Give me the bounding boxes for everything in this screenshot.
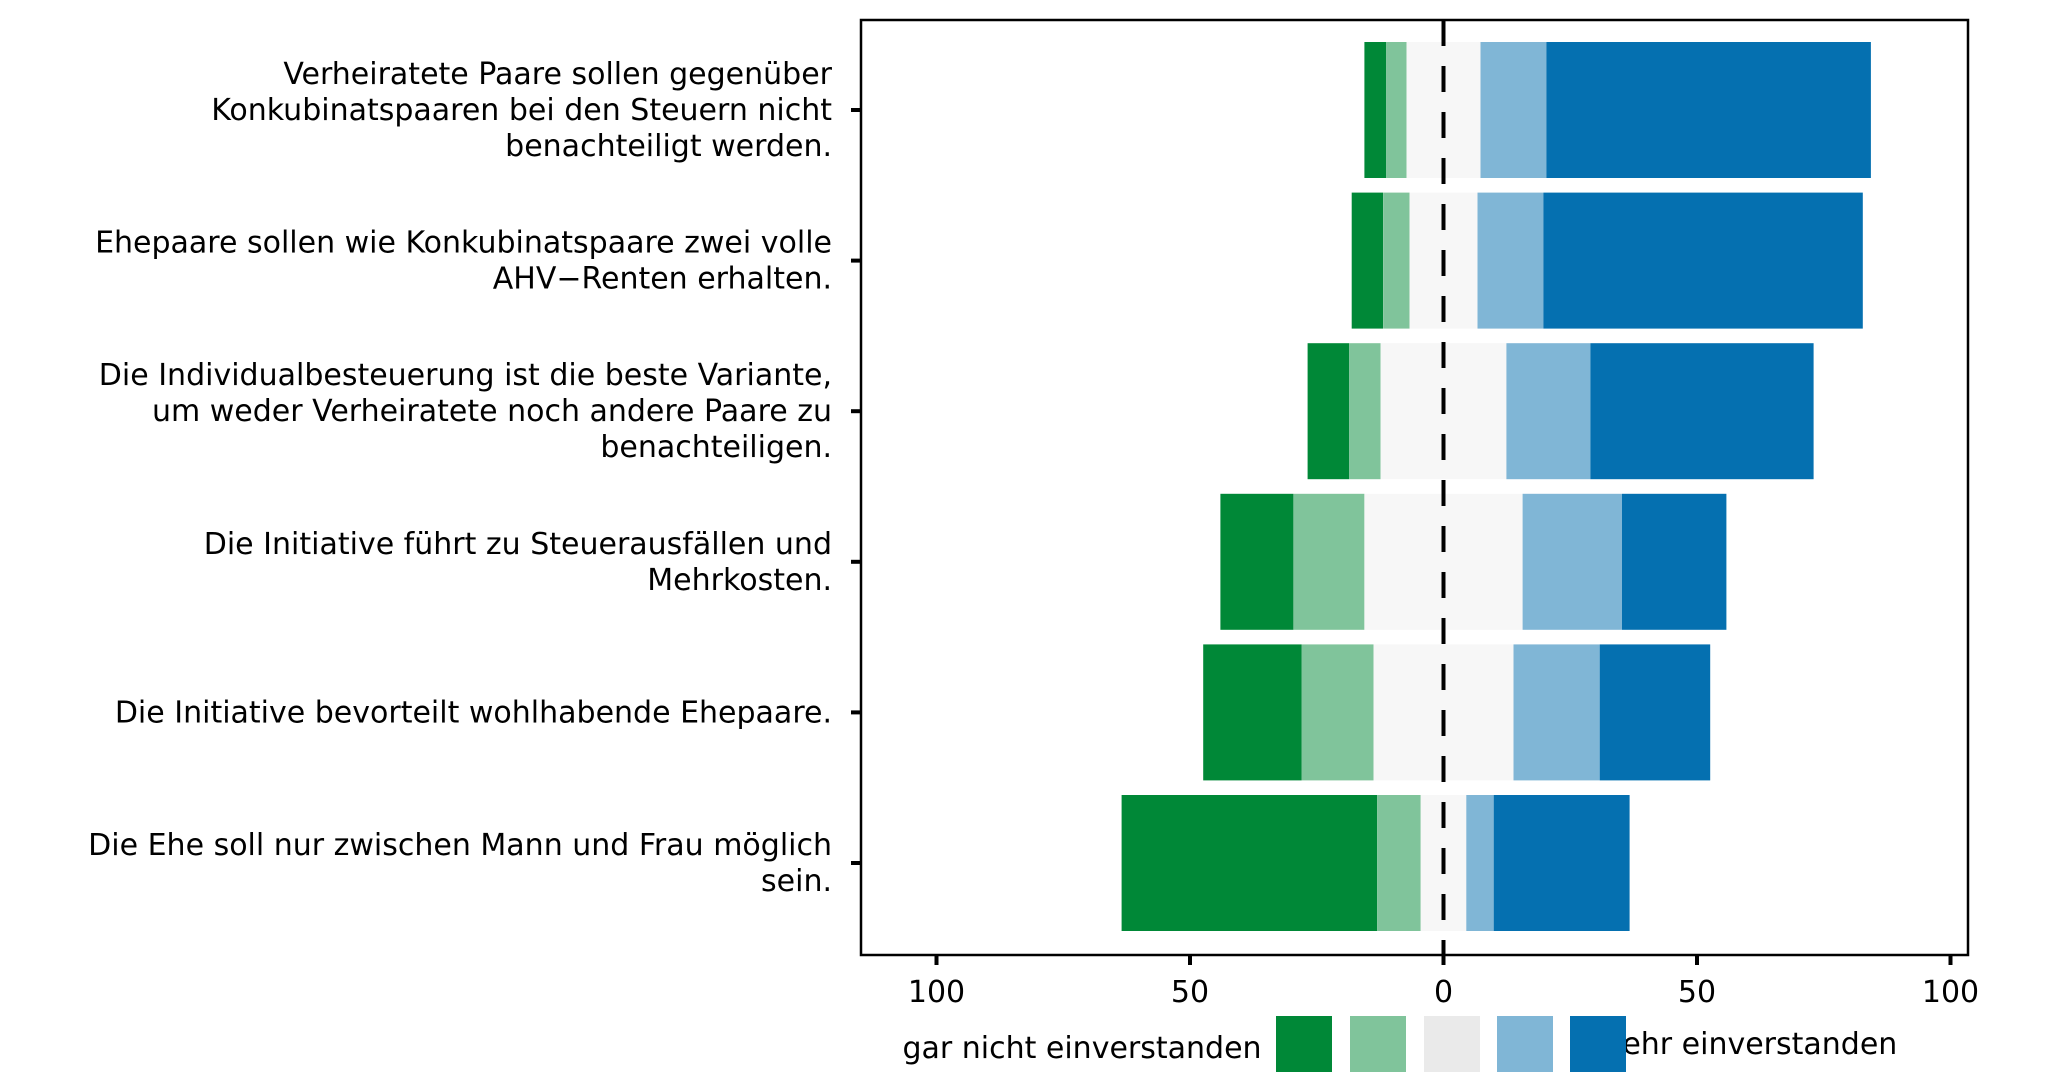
category-label: Verheiratete Paare sollen gegenüber Konku… <box>211 57 832 164</box>
category-label-line: Die Individualbesteuerung ist die beste … <box>99 358 832 393</box>
category-label: Die Ehe soll nur zwischen Mann und Frau … <box>88 828 832 899</box>
bar-segment-6-1 <box>1121 795 1378 931</box>
category-label-line: Mehrkosten. <box>647 563 832 598</box>
bar-segment-4-4 <box>1522 493 1622 630</box>
bars-layer <box>1121 42 1871 931</box>
bar-segment-4-3 <box>1364 493 1523 630</box>
bar-segment-5-4 <box>1513 644 1600 781</box>
category-label-line: benachteiligt werden. <box>505 129 832 164</box>
category-label-line: Konkubinatspaaren bei den Steuern nicht <box>211 93 832 128</box>
category-label: Die Initiative bevorteilt wohlhabende Eh… <box>115 695 832 730</box>
bar-segment-1-2 <box>1386 42 1407 178</box>
plot-frame <box>859 18 1970 957</box>
category-label-line: um weder Verheiratete noch andere Paare … <box>152 394 832 429</box>
bar-segment-1-3 <box>1406 42 1481 178</box>
bar-segment-2-4 <box>1477 192 1544 329</box>
y-axis: Verheiratete Paare sollen gegenüber Konku… <box>88 57 861 899</box>
bar-segment-1-4 <box>1480 42 1547 178</box>
x-tick-label: 0 <box>1434 975 1453 1010</box>
bar-segment-4-2 <box>1293 493 1365 630</box>
bar-segment-5-2 <box>1301 644 1374 781</box>
category-label: Die Individualbesteuerung ist die beste … <box>99 358 832 465</box>
legend-swatch-4 <box>1497 1016 1553 1072</box>
x-axis: 100 50 0 50 100 <box>908 955 1979 1010</box>
bar-segment-6-2 <box>1377 795 1421 931</box>
legend-swatch-3 <box>1424 1016 1480 1072</box>
bar-segment-3-4 <box>1506 343 1591 480</box>
bar-segment-4-1 <box>1220 493 1294 630</box>
bar-segment-3-1 <box>1307 343 1350 480</box>
bar-segment-1-5 <box>1546 42 1871 178</box>
bar-segment-4-5 <box>1622 493 1727 630</box>
bar-segment-5-1 <box>1203 644 1302 781</box>
bar-segment-2-5 <box>1543 192 1863 329</box>
category-label-line: Die Ehe soll nur zwischen Mann und Frau … <box>88 828 832 863</box>
category-label-line: Die Initiative führt zu Steuerausfällen … <box>204 527 832 562</box>
bar-segment-2-2 <box>1383 192 1410 329</box>
legend-swatch-1 <box>1276 1016 1332 1072</box>
x-tick-label: 100 <box>1922 975 1979 1010</box>
x-tick-label: 50 <box>1678 975 1716 1010</box>
bar-segment-1-1 <box>1364 42 1387 178</box>
bar-segment-5-5 <box>1599 644 1711 781</box>
legend: gar nicht einverstanden sehr einverstande… <box>902 1016 1897 1072</box>
category-label-line: sein. <box>761 864 832 899</box>
category-label-line: Die Initiative bevorteilt wohlhabende Eh… <box>115 695 832 730</box>
category-label-line: Ehepaare sollen wie Konkubinatspaare zwe… <box>95 226 832 261</box>
category-label-line: Verheiratete Paare sollen gegenüber <box>283 57 832 92</box>
bar-segment-6-4 <box>1466 795 1494 931</box>
legend-left-label: gar nicht einverstanden <box>902 1031 1261 1066</box>
x-tick-label: 100 <box>908 975 965 1010</box>
category-label-line: AHV−Renten erhalten. <box>493 262 832 297</box>
bar-segment-3-2 <box>1349 343 1381 480</box>
legend-swatch-5 <box>1570 1016 1626 1072</box>
category-label-line: benachteiligen. <box>600 430 832 465</box>
category-label: Die Initiative führt zu Steuerausfällen … <box>204 527 832 598</box>
legend-right-label: sehr einverstanden <box>1607 1027 1898 1062</box>
bar-segment-2-1 <box>1351 192 1384 329</box>
category-label: Ehepaare sollen wie Konkubinatspaare zwe… <box>95 226 832 297</box>
bar-segment-6-5 <box>1493 795 1630 931</box>
x-tick-label: 50 <box>1171 975 1209 1010</box>
bar-segment-3-5 <box>1590 343 1814 480</box>
legend-swatch-2 <box>1350 1016 1406 1072</box>
